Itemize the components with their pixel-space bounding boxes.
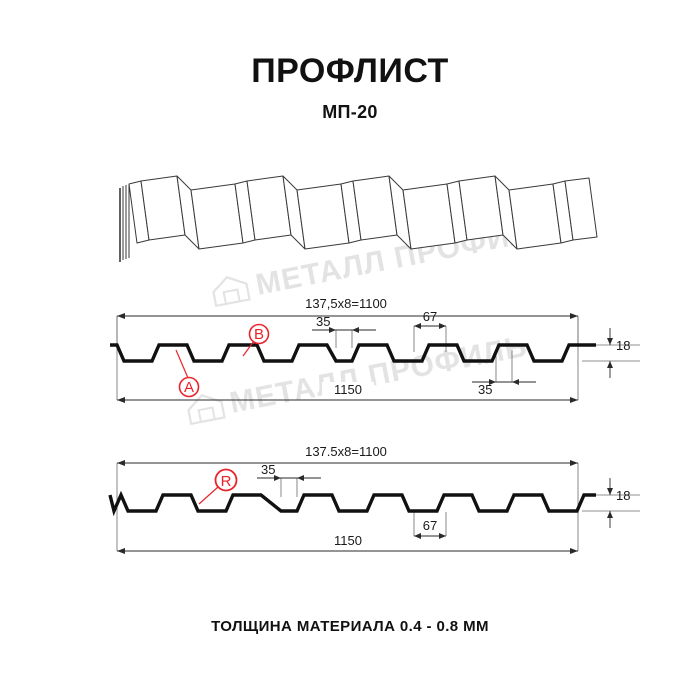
dimension-trough-label: 67	[423, 518, 437, 533]
dimension-rib-upper-label: 35	[316, 314, 330, 329]
dimension-rib-upper-label: 35	[261, 462, 275, 477]
material-thickness-caption: ТОЛЩИНА МАТЕРИАЛА 0.4 - 0.8 ММ	[211, 618, 489, 635]
dimension-height-label: 18	[616, 338, 630, 353]
dimension-trough-label: 67	[423, 309, 437, 324]
marker-b-label: B	[254, 326, 264, 343]
marker-a[interactable]: A	[175, 349, 200, 398]
dimension-rib-lower: 35	[472, 379, 536, 397]
isometric-profile-view	[119, 175, 598, 262]
cross-section-bottom: 137.5x8=1100 1150 18 35	[108, 444, 640, 554]
dimension-rib-lower-label: 35	[478, 382, 492, 397]
house-roof-icon-inner	[222, 288, 241, 305]
dimension-top-label: 137,5x8=1100	[305, 296, 387, 311]
dimension-top-label: 137.5x8=1100	[305, 444, 387, 459]
dimension-trough: 67	[414, 518, 446, 539]
marker-r-label: R	[221, 473, 232, 490]
dimension-height: 18	[607, 328, 630, 378]
house-roof-icon	[212, 276, 251, 308]
dimension-height-label: 18	[616, 488, 630, 503]
dimension-rib-upper: 35	[312, 314, 376, 333]
cross-section-top: 137,5x8=1100 1150 18 35	[110, 296, 640, 403]
profile-outline-bottom	[108, 490, 596, 517]
dimension-bottom-label: 1150	[334, 382, 362, 397]
marker-a-label: A	[184, 379, 194, 396]
marker-b[interactable]: B	[242, 323, 270, 357]
house-roof-icon	[187, 394, 226, 426]
dimension-trough: 67	[414, 309, 446, 329]
profile-outline-top	[110, 343, 596, 363]
dimension-bottom-label: 1150	[334, 533, 362, 548]
house-roof-icon-inner	[197, 406, 216, 423]
dimension-bottom: 1150	[117, 533, 578, 554]
dimension-top: 137,5x8=1100	[117, 296, 578, 319]
marker-r[interactable]: R	[198, 468, 238, 505]
dimension-rib-upper: 35	[257, 462, 321, 481]
dimension-height: 18	[607, 478, 630, 528]
page-title: ПРОФЛИСТ	[251, 52, 449, 90]
dimension-top: 137.5x8=1100	[117, 444, 578, 466]
dimension-bottom: 1150	[117, 382, 578, 403]
page-subtitle: МП-20	[322, 102, 378, 122]
